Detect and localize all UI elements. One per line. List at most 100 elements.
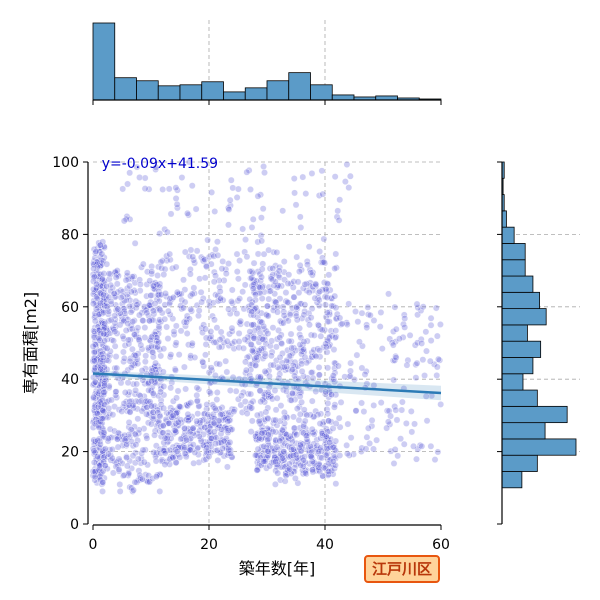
scatter-point (136, 392, 144, 400)
scatter-point (247, 186, 254, 193)
scatter-point (294, 455, 302, 463)
marginal-y-bar (501, 454, 538, 472)
scatter-point (248, 321, 256, 329)
scatter-point (418, 442, 426, 450)
scatter-point (172, 195, 180, 202)
scatter-point (146, 398, 154, 406)
scatter-point (284, 298, 291, 306)
scatter-point (254, 192, 262, 200)
scatter-point (273, 394, 281, 402)
scatter-point (241, 281, 249, 289)
scatter-point (183, 316, 190, 323)
scatter-point (407, 407, 415, 415)
scatter-point (258, 273, 265, 281)
scatter-point (90, 357, 98, 365)
scatter-point (242, 236, 249, 243)
scatter-point (318, 167, 326, 175)
scatter-point (202, 325, 209, 333)
scatter-point (129, 442, 137, 450)
scatter-point (131, 289, 139, 297)
scatter-point (183, 318, 190, 326)
scatter-point (204, 411, 212, 418)
scatter-point (336, 452, 344, 459)
scatter-point (121, 436, 129, 444)
scatter-point (202, 341, 210, 348)
scatter-point (218, 425, 225, 433)
scatter-point (213, 360, 221, 368)
scatter-point (159, 186, 167, 193)
scatter-point (325, 417, 333, 425)
scatter-point (139, 260, 147, 268)
scatter-point (370, 445, 377, 453)
scatter-point (193, 397, 201, 405)
scatter-point (189, 424, 197, 432)
scatter-point (180, 318, 188, 326)
scatter-point (297, 441, 304, 449)
scatter-point (201, 274, 209, 282)
scatter-point (316, 347, 323, 354)
scatter-point (147, 420, 155, 428)
scatter-point (195, 307, 203, 314)
scatter-point (243, 253, 251, 261)
scatter-point (145, 472, 152, 479)
scatter-point (99, 407, 107, 415)
scatter-point (332, 447, 340, 455)
scatter-point (260, 163, 267, 170)
scatter-point (200, 430, 207, 438)
scatter-point (247, 390, 255, 398)
scatter-point (131, 331, 139, 339)
scatter-point (194, 410, 202, 418)
scatter-point (331, 334, 339, 342)
scatter-point (139, 317, 147, 324)
scatter-point (122, 276, 130, 284)
scatter-point (175, 351, 183, 359)
scatter-point (99, 425, 107, 432)
scatter-point (165, 419, 173, 427)
scatter-point (114, 305, 122, 313)
scatter-point (133, 301, 141, 309)
scatter-point (301, 281, 309, 288)
scatter-point (307, 269, 315, 277)
scatter-point (233, 310, 241, 317)
scatter-point (149, 307, 157, 315)
scatter-point (123, 454, 130, 462)
scatter-point (111, 328, 119, 336)
scatter-point (98, 250, 106, 258)
scatter-point (212, 246, 219, 253)
scatter-point (277, 402, 285, 410)
scatter-point (366, 311, 374, 319)
scatter-point (213, 446, 221, 454)
scatter-point (190, 284, 198, 292)
scatter-point (233, 194, 241, 201)
scatter-point (168, 295, 176, 303)
scatter-point (90, 273, 98, 281)
scatter-point (116, 309, 124, 317)
scatter-point (157, 291, 165, 298)
scatter-point (280, 258, 288, 265)
scatter-point (184, 414, 192, 422)
scatter-point (128, 484, 135, 492)
scatter-point (324, 399, 332, 407)
scatter-point (114, 443, 122, 451)
scatter-point (226, 330, 233, 338)
scatter-point (146, 317, 154, 325)
scatter-point (176, 403, 184, 410)
scatter-point (134, 350, 142, 358)
marginal-x-bar (157, 85, 181, 101)
scatter-point (325, 271, 333, 279)
scatter-point (121, 431, 129, 439)
marginal-y-bar (501, 389, 538, 407)
scatter-point (120, 348, 127, 356)
scatter-point (187, 352, 195, 360)
scatter-point (141, 185, 149, 193)
scatter-point (247, 428, 255, 436)
scatter-point (154, 406, 161, 414)
scatter-point (280, 414, 288, 422)
scatter-point (130, 273, 138, 280)
scatter-point (113, 364, 121, 372)
scatter-point (162, 290, 169, 297)
scatter-point (347, 359, 355, 367)
marginal-y-bar (501, 275, 534, 293)
scatter-point (156, 470, 164, 478)
scatter-point (100, 429, 108, 436)
